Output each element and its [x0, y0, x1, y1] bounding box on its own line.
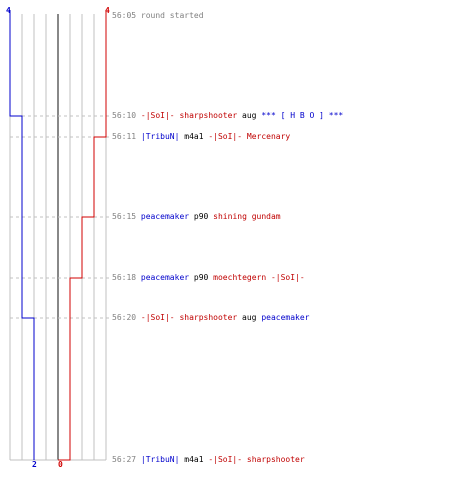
event-row: 56:11 |TribuN| m4a1 -|SoI|- Mercenary: [112, 132, 290, 142]
event-timestamp: 56:18: [112, 273, 141, 282]
event-row: 56:27 |TribuN| m4a1 -|SoI|- sharpshooter: [112, 455, 305, 465]
event-row: 56:18 peacemaker p90 moechtegern -|SoI|-: [112, 273, 305, 283]
event-text: peacemaker: [140, 273, 190, 282]
red-team-score-line: [58, 10, 107, 461]
event-text: m4a1: [179, 132, 209, 141]
event-text: round started: [140, 11, 204, 20]
event-timestamp: 56:10: [112, 111, 141, 120]
event-text: moechtegern -|SoI|-: [213, 273, 305, 282]
event-text: -|SoI|- sharpshooter: [140, 111, 238, 120]
event-timestamp: 56:15: [112, 212, 141, 221]
event-text: -|SoI|- Mercenary: [208, 132, 291, 141]
event-text: p90: [189, 212, 214, 221]
event-text: p90: [189, 273, 214, 282]
event-row: 56:15 peacemaker p90 shining gundam: [112, 212, 281, 222]
event-timestamp: 56:05: [112, 11, 141, 20]
graph-grid: [9, 14, 107, 461]
event-text: -|SoI|- sharpshooter: [208, 455, 305, 464]
event-text: |TribuN|: [140, 132, 180, 141]
event-timestamp: 56:11: [112, 132, 141, 141]
event-text: shining gundam: [213, 212, 281, 221]
event-text: -|SoI|- sharpshooter: [140, 313, 238, 322]
event-text: peacemaker: [261, 313, 310, 322]
event-timestamp: 56:27: [112, 455, 141, 464]
event-text: *** [ H B O ] ***: [261, 111, 344, 120]
event-timestamp: 56:20: [112, 313, 141, 322]
red-end-score: 0: [58, 460, 63, 469]
event-text: peacemaker: [140, 212, 190, 221]
event-text: |TribuN|: [140, 455, 180, 464]
blue-end-score: 2: [32, 460, 37, 469]
blue-team-score-line: [9, 10, 35, 460]
blue-start-score: 4: [6, 6, 11, 15]
event-row: 56:20 -|SoI|- sharpshooter aug peacemake…: [112, 313, 310, 323]
red-start-score: 4: [105, 6, 110, 15]
event-text: aug: [237, 313, 262, 322]
event-guide-lines: [10, 115, 110, 319]
event-row: 56:10 -|SoI|- sharpshooter aug *** [ H B…: [112, 111, 343, 121]
event-text: m4a1: [179, 455, 209, 464]
event-text: aug: [237, 111, 262, 120]
event-row: 56:05 round started: [112, 11, 204, 21]
